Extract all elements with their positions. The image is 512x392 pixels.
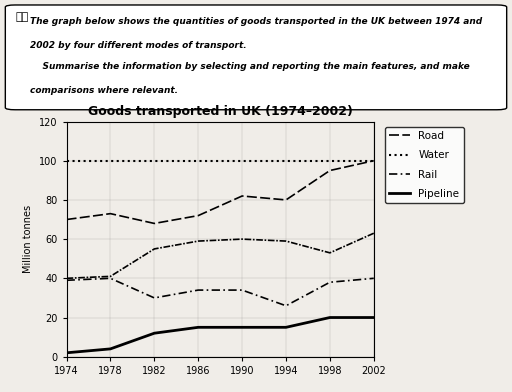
Y-axis label: Million tonnes: Million tonnes [24, 205, 33, 273]
Text: The graph below shows the quantities of goods transported in the UK between 1974: The graph below shows the quantities of … [30, 16, 482, 25]
Text: Summarise the information by selecting and reporting the main features, and make: Summarise the information by selecting a… [30, 62, 470, 71]
Text: 题目: 题目 [15, 12, 29, 22]
Title: Goods transported in UK (1974–2002): Goods transported in UK (1974–2002) [88, 105, 353, 118]
Legend: Road, Water, Rail, Pipeline: Road, Water, Rail, Pipeline [385, 127, 463, 203]
Text: 2002 by four different modes of transport.: 2002 by four different modes of transpor… [30, 41, 246, 50]
Text: comparisons where relevant.: comparisons where relevant. [30, 87, 178, 96]
FancyBboxPatch shape [5, 5, 507, 110]
